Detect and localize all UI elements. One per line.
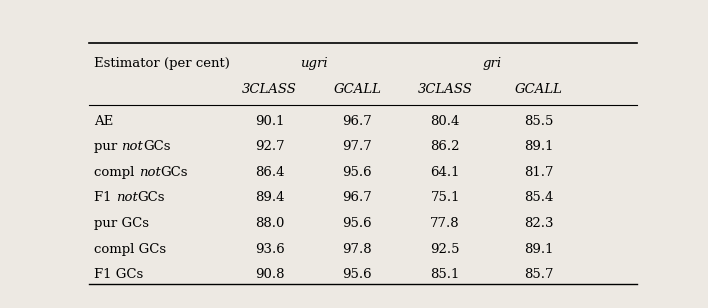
Text: 77.8: 77.8: [430, 217, 460, 230]
Text: 92.5: 92.5: [430, 243, 460, 256]
Text: GCs: GCs: [137, 192, 165, 205]
Text: 95.6: 95.6: [343, 166, 372, 179]
Text: 75.1: 75.1: [430, 192, 460, 205]
Text: 89.1: 89.1: [524, 140, 553, 153]
Text: 90.1: 90.1: [255, 115, 285, 128]
Text: 82.3: 82.3: [524, 217, 553, 230]
Text: 95.6: 95.6: [343, 217, 372, 230]
Text: gri: gri: [482, 57, 501, 70]
Text: 85.7: 85.7: [524, 268, 553, 281]
Text: GCs: GCs: [143, 140, 171, 153]
Text: 89.4: 89.4: [255, 192, 285, 205]
Text: 89.1: 89.1: [524, 243, 553, 256]
Text: pur: pur: [94, 140, 122, 153]
Text: 64.1: 64.1: [430, 166, 460, 179]
Text: 85.5: 85.5: [524, 115, 553, 128]
Text: not: not: [139, 166, 161, 179]
Text: F1 GCs: F1 GCs: [94, 268, 143, 281]
Text: 93.6: 93.6: [255, 243, 285, 256]
Text: pur GCs: pur GCs: [94, 217, 149, 230]
Text: 86.4: 86.4: [255, 166, 285, 179]
Text: compl: compl: [94, 166, 139, 179]
Text: GCs: GCs: [161, 166, 188, 179]
Text: 85.4: 85.4: [524, 192, 553, 205]
Text: AE: AE: [94, 115, 113, 128]
Text: 3CLASS: 3CLASS: [418, 83, 473, 96]
Text: 90.8: 90.8: [255, 268, 285, 281]
Text: 86.2: 86.2: [430, 140, 460, 153]
Text: 97.8: 97.8: [343, 243, 372, 256]
Text: 96.7: 96.7: [343, 192, 372, 205]
Text: 96.7: 96.7: [343, 115, 372, 128]
Text: not: not: [122, 140, 143, 153]
Text: 97.7: 97.7: [343, 140, 372, 153]
Text: 80.4: 80.4: [430, 115, 459, 128]
Text: 88.0: 88.0: [255, 217, 284, 230]
Text: F1: F1: [94, 192, 115, 205]
Text: 3CLASS: 3CLASS: [242, 83, 297, 96]
Text: GCALL: GCALL: [333, 83, 382, 96]
Text: ugri: ugri: [299, 57, 327, 70]
Text: not: not: [115, 192, 137, 205]
Text: 95.6: 95.6: [343, 268, 372, 281]
Text: 81.7: 81.7: [524, 166, 553, 179]
Text: 85.1: 85.1: [430, 268, 459, 281]
Text: compl GCs: compl GCs: [94, 243, 166, 256]
Text: Estimator (per cent): Estimator (per cent): [94, 57, 230, 70]
Text: GCALL: GCALL: [515, 83, 562, 96]
Text: 92.7: 92.7: [255, 140, 285, 153]
